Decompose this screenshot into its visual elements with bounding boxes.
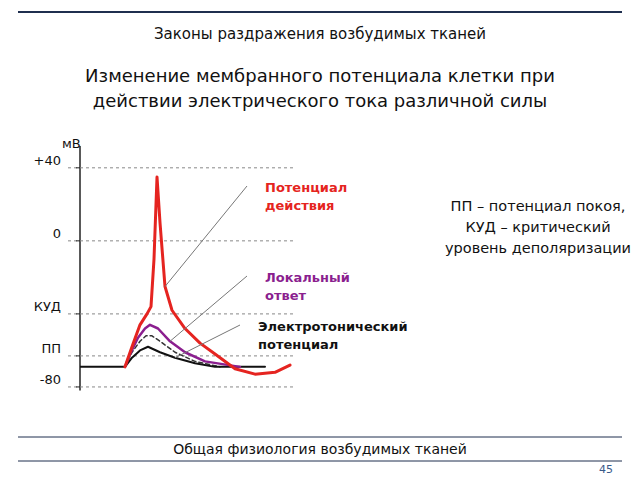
footer: Общая физиология возбудимых тканей (173, 441, 467, 457)
leader-line (165, 186, 247, 287)
y-tick (76, 355, 80, 356)
header-underline (20, 56, 620, 58)
footer-rule (18, 437, 622, 438)
y-tick (76, 313, 80, 314)
grid-line (68, 240, 295, 241)
slide: Законы раздражения возбудимых тканей Изме… (0, 0, 640, 480)
series-label-line: ответ (265, 288, 307, 303)
y-tick-label: +40 (34, 153, 61, 168)
y-tick-label: 0 (53, 226, 61, 241)
series-label-line: потенциал (258, 337, 338, 352)
grid-line (68, 386, 295, 387)
y-tick (76, 386, 80, 387)
footer-rule (18, 461, 622, 462)
y-tick (76, 240, 80, 241)
header: Законы раздражения возбудимых тканей (154, 25, 486, 43)
series-label-line: Потенциал (265, 180, 347, 195)
series-label-line: Локальный (265, 270, 350, 285)
header-rule (18, 11, 622, 13)
y-tick-label: ПП (41, 341, 61, 356)
leader-line (175, 325, 240, 358)
notes: ПП – потенциал покоя,КУД – критический у… (438, 196, 638, 259)
page-number: 45 (599, 463, 613, 476)
title-line: действии электрического тока различной с… (93, 90, 547, 111)
y-axis (79, 146, 81, 391)
note: КУД – критический уровень деполяризации (438, 217, 638, 259)
chart-title: Изменение мембранного потенциала клетки … (85, 65, 555, 111)
series-line (80, 347, 265, 367)
y-tick-label: КУД (34, 299, 61, 314)
y-axis-label: мВ (62, 136, 81, 151)
y-tick (76, 167, 80, 168)
series-label-line: Электротонический (258, 319, 408, 334)
title-line: Изменение мембранного потенциала клетки … (85, 65, 555, 86)
grid-line (68, 167, 295, 168)
series-label: Электротонический потенциал (258, 319, 408, 352)
note: ПП – потенциал покоя, (438, 196, 638, 217)
series-label: Потенциал действия (265, 180, 347, 213)
y-tick-label: -80 (40, 372, 61, 387)
grid-line (68, 313, 295, 314)
series-label: Локальный ответ (265, 270, 350, 303)
series-label-line: действия (265, 198, 334, 213)
leader-line (170, 276, 247, 341)
